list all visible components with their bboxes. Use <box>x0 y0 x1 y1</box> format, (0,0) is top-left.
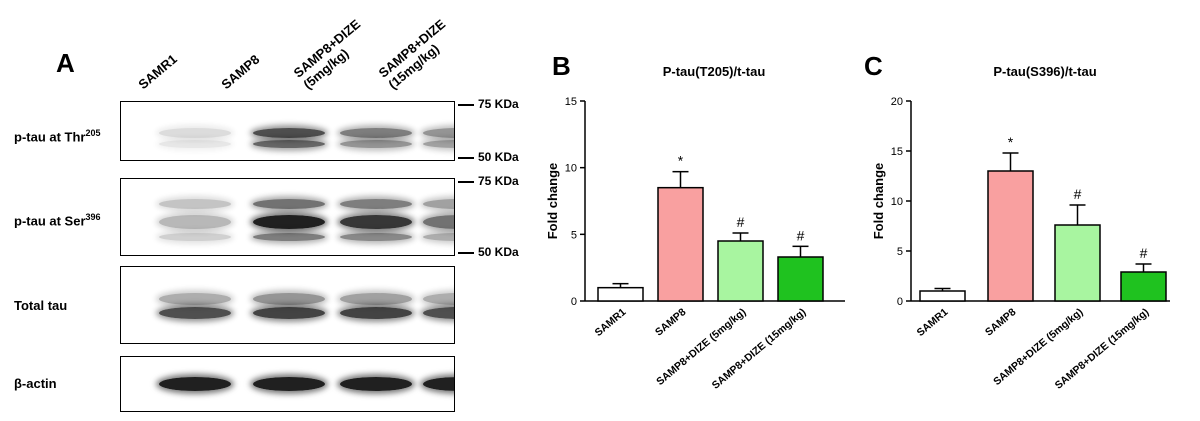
blot-band <box>159 128 231 138</box>
significance-marker: * <box>678 153 684 169</box>
bar <box>657 186 704 302</box>
blot-label-superscript: 205 <box>85 128 101 138</box>
blot-band <box>340 233 412 241</box>
chart-title: P-tau(T205)/t-tau <box>663 64 766 79</box>
blot-band <box>253 215 325 229</box>
bar <box>919 290 966 302</box>
blot-label-superscript: 396 <box>85 212 101 222</box>
blot-band <box>159 307 231 319</box>
blot-band <box>253 377 325 391</box>
y-tick-label: 10 <box>565 163 577 175</box>
blot-band <box>340 199 412 209</box>
blot-band <box>253 199 325 209</box>
blot-band <box>423 293 454 305</box>
blot-band <box>253 233 325 241</box>
blot-band <box>253 140 325 148</box>
x-tick-label: SAMR1 <box>915 306 951 339</box>
blot-label-text: p-tau at Ser <box>14 213 86 229</box>
blot-band <box>159 293 231 305</box>
panel-a-letter: A <box>56 48 75 78</box>
blot-membrane <box>120 178 455 256</box>
blot-band <box>159 215 231 229</box>
significance-marker: # <box>1140 245 1148 261</box>
marker-tick <box>458 180 474 183</box>
blot-label: Total tau <box>14 298 67 313</box>
x-tick-label: SAMP8 <box>983 306 1019 339</box>
marker-tick <box>458 251 474 254</box>
marker-tick <box>458 156 474 159</box>
bar <box>777 256 824 302</box>
y-tick-label: 0 <box>571 296 577 308</box>
blot-band <box>253 293 325 305</box>
blot-label-text: p-tau at Thr <box>14 129 86 145</box>
blot-band <box>340 377 412 391</box>
blot-membrane <box>120 101 455 161</box>
bar <box>1120 271 1167 302</box>
marker-label: 50 KDa <box>478 245 519 259</box>
blot-band <box>340 215 412 229</box>
blot-membrane <box>120 266 455 344</box>
y-axis-label: Fold change <box>871 163 886 240</box>
blot-band <box>159 199 231 209</box>
significance-marker: # <box>737 214 745 230</box>
blot-band <box>423 128 454 138</box>
panel-letter: C <box>864 51 883 81</box>
blot-band <box>423 199 454 209</box>
bar <box>1054 224 1101 302</box>
y-tick-label: 15 <box>891 146 903 158</box>
y-tick-label: 5 <box>571 229 577 241</box>
blot-label-text: Total tau <box>14 298 68 313</box>
blot-band <box>340 140 412 148</box>
y-tick-label: 10 <box>891 196 903 208</box>
x-tick-label: SAMP8 <box>653 306 689 339</box>
bar <box>597 286 644 302</box>
blot-band <box>253 307 325 319</box>
marker-label: 50 KDa <box>478 150 519 164</box>
blot-band <box>423 307 454 319</box>
chart-title: P-tau(S396)/t-tau <box>993 64 1096 79</box>
blot-band <box>340 307 412 319</box>
y-tick-label: 15 <box>565 96 577 108</box>
blot-band <box>423 233 454 241</box>
molecular-weight-marker: 75 KDa <box>458 174 519 188</box>
blot-band <box>159 377 231 391</box>
blot-band <box>423 215 454 229</box>
significance-marker: # <box>797 227 805 243</box>
y-axis-label: Fold change <box>545 163 560 240</box>
marker-label: 75 KDa <box>478 174 519 188</box>
molecular-weight-marker: 75 KDa <box>458 97 519 111</box>
blot-band <box>253 128 325 138</box>
y-tick-label: 0 <box>897 296 903 308</box>
blot-band <box>159 140 231 148</box>
molecular-weight-marker: 50 KDa <box>458 245 519 259</box>
blot-label: β-actin <box>14 376 57 391</box>
significance-marker: # <box>1074 186 1082 202</box>
marker-tick <box>458 103 474 106</box>
significance-marker: * <box>1008 134 1014 150</box>
blot-band <box>340 128 412 138</box>
bar <box>717 240 764 302</box>
blot-band <box>159 233 231 241</box>
blot-label: p-tau at Ser396 <box>14 212 101 228</box>
blot-label: p-tau at Thr205 <box>14 128 101 144</box>
blot-membrane <box>120 356 455 412</box>
blot-band <box>423 377 454 391</box>
panel-letter: B <box>552 51 571 81</box>
x-tick-label: SAMR1 <box>593 306 629 339</box>
blot-label-text: β-actin <box>14 376 57 391</box>
blot-band <box>423 140 454 148</box>
marker-label: 75 KDa <box>478 97 519 111</box>
y-tick-label: 20 <box>891 96 903 108</box>
bar <box>987 170 1034 302</box>
y-tick-label: 5 <box>897 246 903 258</box>
blot-band <box>340 293 412 305</box>
molecular-weight-marker: 50 KDa <box>458 150 519 164</box>
